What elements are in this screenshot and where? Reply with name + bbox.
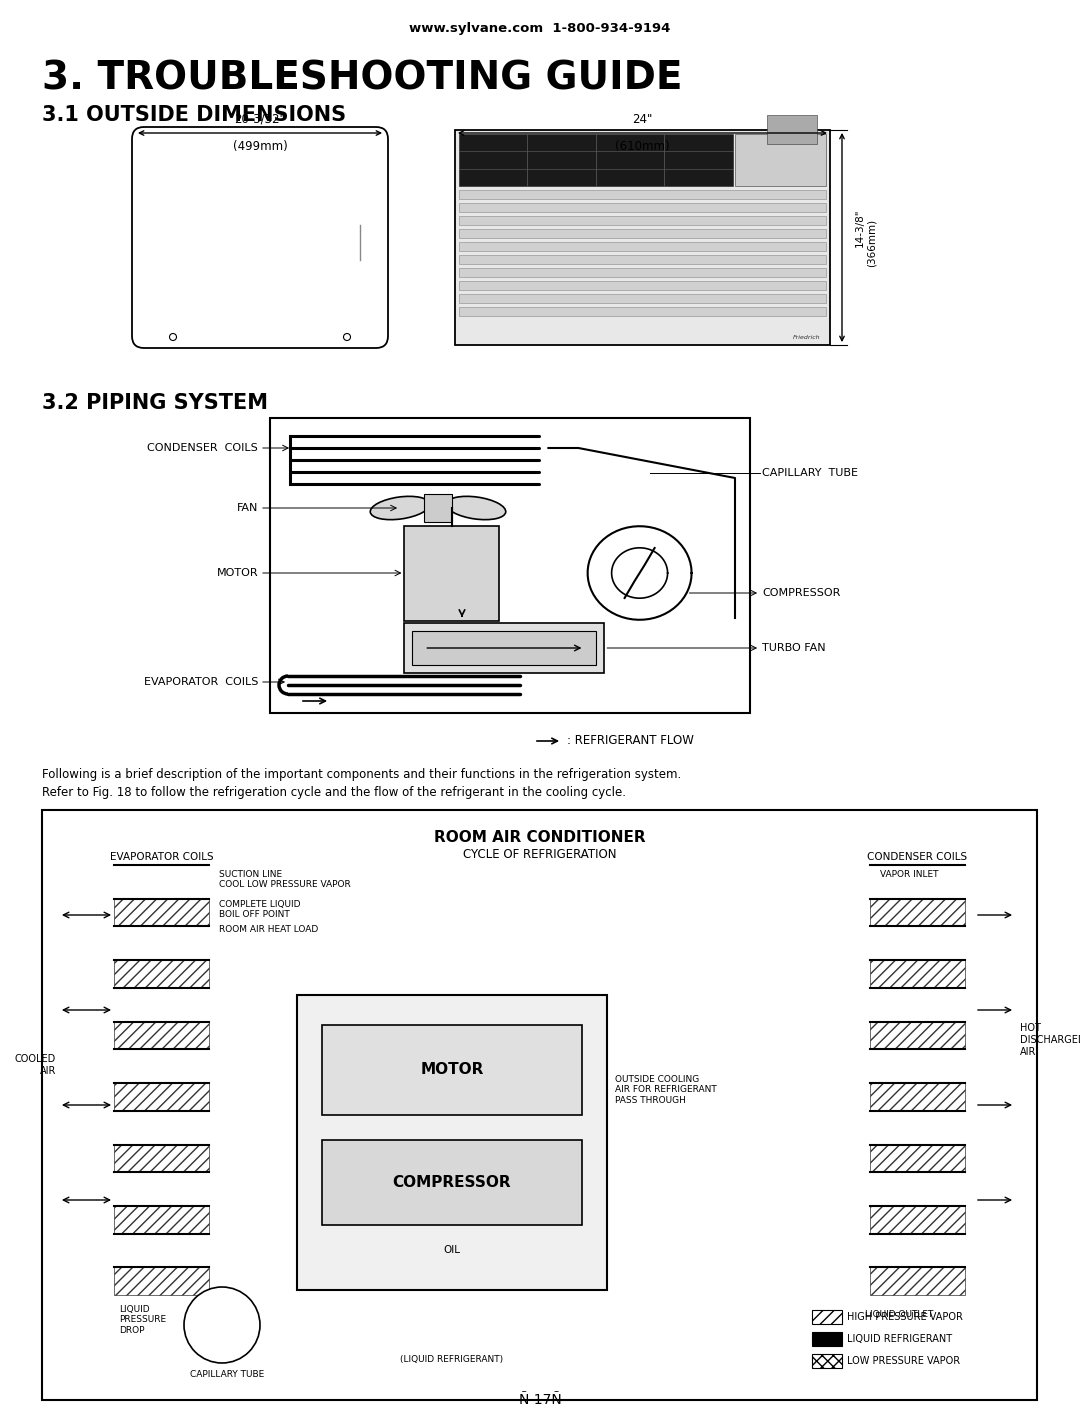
Text: SUCTION LINE
COOL LOW PRESSURE VAPOR: SUCTION LINE COOL LOW PRESSURE VAPOR xyxy=(219,870,351,889)
Bar xyxy=(114,1145,210,1172)
Bar xyxy=(322,1026,582,1116)
Bar xyxy=(459,242,826,251)
Bar xyxy=(812,1309,842,1324)
Text: EVAPORATOR  COILS: EVAPORATOR COILS xyxy=(144,677,258,687)
Bar xyxy=(114,1021,210,1050)
Text: 3.1 OUTSIDE DIMENSIONS: 3.1 OUTSIDE DIMENSIONS xyxy=(42,105,346,125)
Bar xyxy=(870,1267,966,1295)
Bar xyxy=(459,268,826,277)
Text: COMPRESSOR: COMPRESSOR xyxy=(393,1175,511,1190)
Bar xyxy=(870,1021,966,1050)
Text: COOLED
AIR: COOLED AIR xyxy=(15,1054,56,1076)
Bar xyxy=(459,202,826,212)
Bar xyxy=(870,960,966,988)
Text: HOT
DISCHARGED
AIR: HOT DISCHARGED AIR xyxy=(1020,1023,1080,1057)
Bar xyxy=(270,419,750,712)
Bar xyxy=(114,1205,210,1234)
Bar xyxy=(767,115,816,143)
Text: CAPILLARY  TUBE: CAPILLARY TUBE xyxy=(762,468,858,478)
Text: TURBO FAN: TURBO FAN xyxy=(762,643,825,653)
Ellipse shape xyxy=(370,496,430,520)
Text: LIQUID OUTLET: LIQUID OUTLET xyxy=(865,1309,933,1319)
Text: Following is a brief description of the important components and their functions: Following is a brief description of the … xyxy=(42,769,681,781)
Text: 3.2 PIPING SYSTEM: 3.2 PIPING SYSTEM xyxy=(42,393,268,413)
Text: (499mm): (499mm) xyxy=(232,140,287,153)
Bar xyxy=(459,190,826,200)
Circle shape xyxy=(184,1287,260,1363)
Bar xyxy=(734,133,826,185)
Bar xyxy=(870,1083,966,1111)
Text: 24": 24" xyxy=(632,112,652,126)
Bar xyxy=(114,1083,210,1111)
Bar xyxy=(812,1354,842,1368)
Bar xyxy=(404,622,605,673)
Bar xyxy=(870,1145,966,1172)
Text: OIL: OIL xyxy=(444,1245,460,1255)
Text: COMPRESSOR: COMPRESSOR xyxy=(762,589,840,599)
Bar xyxy=(459,229,826,237)
Text: COMPLETE LIQUID
BOIL OFF POINT: COMPLETE LIQUID BOIL OFF POINT xyxy=(219,901,300,919)
Text: CONDENSER  COILS: CONDENSER COILS xyxy=(147,443,258,452)
Text: Refer to Fig. 18 to follow the refrigeration cycle and the flow of the refrigera: Refer to Fig. 18 to follow the refrigera… xyxy=(42,785,626,799)
Bar xyxy=(870,899,966,926)
Text: MOTOR: MOTOR xyxy=(216,568,258,577)
Bar xyxy=(812,1332,842,1346)
Text: : REFRIGERANT FLOW: : REFRIGERANT FLOW xyxy=(567,735,693,747)
Text: CONDENSER COILS: CONDENSER COILS xyxy=(867,851,968,863)
Text: CYCLE OF REFRIGERATION: CYCLE OF REFRIGERATION xyxy=(462,849,617,861)
Text: LOW PRESSURE VAPOR: LOW PRESSURE VAPOR xyxy=(847,1356,960,1366)
Bar xyxy=(459,216,826,225)
Bar xyxy=(413,631,596,665)
Bar xyxy=(114,1267,210,1295)
Text: OUTSIDE COOLING
AIR FOR REFRIGERANT
PASS THROUGH: OUTSIDE COOLING AIR FOR REFRIGERANT PASS… xyxy=(615,1075,717,1104)
FancyBboxPatch shape xyxy=(132,126,388,348)
Bar xyxy=(424,495,453,523)
Text: 14-3/8": 14-3/8" xyxy=(855,208,865,247)
Bar xyxy=(297,995,607,1290)
Text: www.sylvane.com  1-800-934-9194: www.sylvane.com 1-800-934-9194 xyxy=(409,22,671,35)
Bar xyxy=(870,1205,966,1234)
Text: CAPILLARY TUBE: CAPILLARY TUBE xyxy=(190,1370,265,1378)
Text: ROOM AIR CONDITIONER: ROOM AIR CONDITIONER xyxy=(434,830,646,844)
Text: 20-3/32": 20-3/32" xyxy=(234,112,285,126)
Text: (610mm): (610mm) xyxy=(616,140,670,153)
Ellipse shape xyxy=(446,496,505,520)
Bar xyxy=(459,254,826,264)
Bar xyxy=(42,811,1037,1399)
Bar xyxy=(455,131,831,346)
Bar xyxy=(459,294,826,303)
Text: VAPOR INLET: VAPOR INLET xyxy=(880,870,939,880)
Bar xyxy=(404,525,499,621)
Bar xyxy=(114,960,210,988)
Bar xyxy=(459,308,826,316)
Circle shape xyxy=(429,499,447,517)
Bar xyxy=(459,281,826,289)
Text: (366mm): (366mm) xyxy=(867,218,877,267)
Bar xyxy=(114,899,210,926)
Text: LIQUID REFRIGERANT: LIQUID REFRIGERANT xyxy=(847,1333,953,1345)
Text: EVAPORATOR COILS: EVAPORATOR COILS xyxy=(110,851,214,863)
Text: LIQUID
PRESSURE
DROP: LIQUID PRESSURE DROP xyxy=(119,1305,166,1335)
Bar xyxy=(322,1139,582,1225)
Text: ROOM AIR HEAT LOAD: ROOM AIR HEAT LOAD xyxy=(219,924,319,934)
Text: FAN: FAN xyxy=(237,503,258,513)
Text: HIGH PRESSURE VAPOR: HIGH PRESSURE VAPOR xyxy=(847,1312,963,1322)
Text: MOTOR: MOTOR xyxy=(420,1062,484,1078)
Text: (LIQUID REFRIGERANT): (LIQUID REFRIGERANT) xyxy=(401,1354,503,1364)
Text: Ñ 17Ñ: Ñ 17Ñ xyxy=(518,1392,562,1405)
Text: Friedrich: Friedrich xyxy=(793,334,820,340)
Bar xyxy=(459,133,732,185)
Text: 3. TROUBLESHOOTING GUIDE: 3. TROUBLESHOOTING GUIDE xyxy=(42,60,683,98)
